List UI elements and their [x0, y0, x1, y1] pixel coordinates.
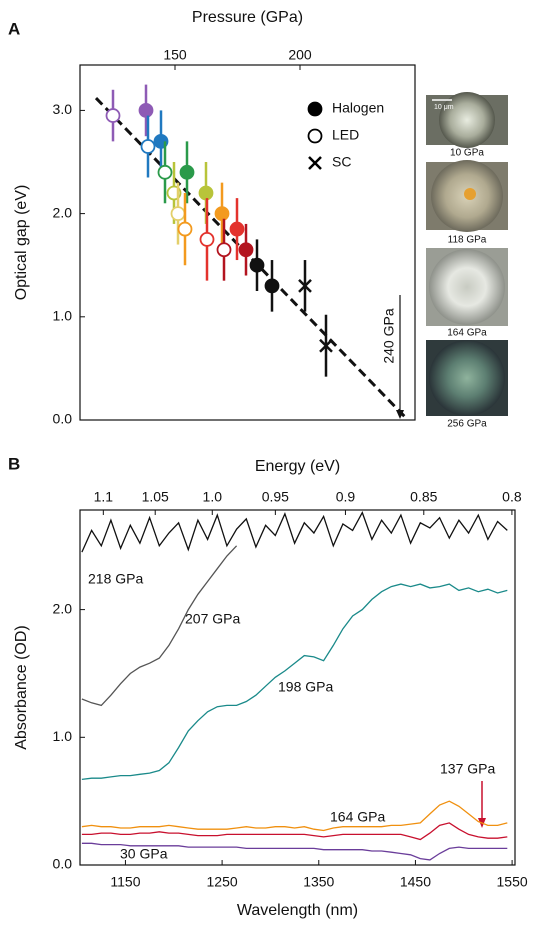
- series-label: 207 GPa: [185, 611, 240, 627]
- marker: [238, 242, 254, 258]
- marker: [298, 278, 312, 293]
- x-tick-label: 1350: [303, 874, 334, 890]
- annotation-arrowhead: [396, 410, 404, 419]
- scale-bar-label: 10 μm: [434, 104, 454, 111]
- marker: [138, 103, 154, 118]
- spectrum-line: [81, 800, 508, 832]
- y-tick-label: 1.0: [53, 728, 73, 744]
- micrograph-spot: [439, 92, 495, 148]
- micrograph-spot: [429, 249, 505, 325]
- y-tick-label: 0.0: [53, 856, 73, 872]
- legend-label: LED: [332, 127, 359, 143]
- marker: [170, 206, 186, 222]
- marker: [105, 108, 121, 123]
- marker: [249, 257, 265, 273]
- x-tick-label: 1450: [400, 874, 431, 890]
- spectrum-line: [81, 583, 508, 781]
- marker: [307, 101, 323, 117]
- marker: [229, 221, 245, 237]
- panel-label: B: [8, 454, 20, 473]
- x-tick-label: 150: [163, 47, 187, 63]
- x-axis-label: Pressure (GPa): [192, 9, 303, 26]
- marker: [199, 232, 215, 247]
- x2-tick-label: 1.0: [203, 489, 223, 505]
- y-tick-label: 2.0: [53, 600, 73, 616]
- plot-frame: [79, 64, 416, 421]
- spectrum-line: [81, 511, 508, 553]
- x2-tick-label: 0.8: [502, 489, 522, 505]
- plot-frame: [79, 509, 516, 866]
- annotation: 240 GPa: [381, 308, 397, 363]
- micrograph-sample: [464, 188, 476, 200]
- marker: [214, 206, 230, 222]
- panel-label: A: [8, 19, 20, 38]
- micrograph-caption: 164 GPa: [447, 328, 487, 339]
- x2-tick-label: 1.05: [142, 489, 169, 505]
- x2-tick-label: 1.1: [94, 489, 114, 505]
- x2-axis-label: Energy (eV): [255, 458, 340, 475]
- micrographs: 10 μm 10 GPa 118 GPa 164 GPa 256 GPa: [426, 92, 508, 430]
- micrograph-caption: 256 GPa: [447, 419, 487, 430]
- marker: [157, 164, 173, 180]
- legend-label: SC: [332, 154, 351, 170]
- y-tick-label: 2.0: [53, 204, 73, 220]
- marker: [140, 139, 156, 154]
- series-label: 218 GPa: [88, 571, 143, 587]
- series-label: 30 GPa: [120, 846, 168, 862]
- y-tick-label: 3.0: [53, 101, 73, 117]
- x-tick-label: 1150: [110, 874, 140, 890]
- marker: [177, 221, 193, 237]
- micrograph-caption: 10 GPa: [450, 148, 484, 159]
- micrograph-caption: 118 GPa: [448, 235, 487, 246]
- spectrum-line: [81, 822, 508, 841]
- x-tick-label: 1250: [207, 874, 238, 890]
- marker: [198, 185, 214, 201]
- micrograph-spot: [429, 340, 505, 416]
- x2-tick-label: 0.85: [410, 489, 437, 505]
- y-axis-label: Absorbance (OD): [13, 625, 30, 750]
- marker: [264, 278, 280, 294]
- legend-label: Halogen: [332, 100, 384, 116]
- x2-tick-label: 0.95: [262, 489, 289, 505]
- marker: [307, 128, 323, 144]
- marker: [179, 164, 195, 180]
- series-label: 198 GPa: [278, 679, 333, 695]
- marker: [216, 242, 232, 258]
- spectrum-line: [81, 842, 508, 861]
- series-label: 164 GPa: [330, 809, 385, 825]
- y-axis-label: Optical gap (eV): [13, 185, 30, 301]
- x-tick-label: 200: [288, 47, 312, 63]
- series-label: 137 GPa: [440, 761, 495, 777]
- x-tick-label: 1550: [497, 874, 528, 890]
- y-tick-label: 1.0: [53, 308, 73, 324]
- spectrum-line: [81, 545, 238, 707]
- marker: [308, 156, 322, 170]
- x2-tick-label: 0.9: [336, 489, 356, 505]
- marker: [319, 338, 333, 353]
- x-axis-label: Wavelength (nm): [237, 902, 358, 919]
- y-tick-label: 0.0: [53, 411, 73, 427]
